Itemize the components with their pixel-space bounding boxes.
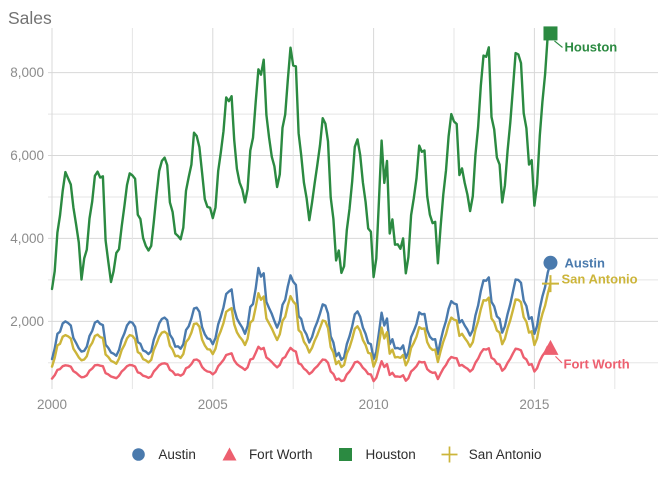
legend-label-san-antonio: San Antonio bbox=[468, 447, 542, 462]
austin-circle-marker-icon bbox=[132, 448, 146, 461]
series-line-houston[interactable] bbox=[50, 32, 552, 291]
end-label-fort-worth: Fort Worth bbox=[564, 356, 630, 371]
chart-title: Sales bbox=[8, 8, 52, 28]
y-tick-label: 8,000 bbox=[10, 65, 44, 80]
legend-item-fort-worth[interactable]: Fort Worth bbox=[221, 446, 313, 463]
end-label-austin: Austin bbox=[565, 255, 606, 270]
series-line-fort-worth[interactable] bbox=[50, 345, 552, 383]
legend-item-austin[interactable]: Austin bbox=[130, 446, 196, 463]
legend-label-austin: Austin bbox=[158, 447, 196, 462]
series-line-san-antonio[interactable] bbox=[50, 282, 552, 369]
end-marker-fort-worth[interactable] bbox=[542, 339, 559, 355]
x-tick-label: 2015 bbox=[519, 397, 549, 412]
end-marker-houston[interactable] bbox=[543, 26, 558, 41]
end-label-houston: Houston bbox=[565, 39, 618, 54]
leader-line-fort-worth bbox=[555, 355, 563, 364]
y-tick-label: 4,000 bbox=[10, 231, 44, 246]
series-line-austin[interactable] bbox=[50, 261, 552, 362]
san-antonio-plus-marker-icon bbox=[441, 446, 458, 463]
legend-item-san-antonio[interactable]: San Antonio bbox=[441, 446, 542, 463]
end-label-san-antonio: San Antonio bbox=[562, 272, 638, 287]
legend-label-fort-worth: Fort Worth bbox=[248, 447, 313, 462]
legend-label-houston: Houston bbox=[365, 447, 416, 462]
legend-item-houston[interactable]: Houston bbox=[337, 446, 416, 463]
x-tick-label: 2005 bbox=[198, 397, 228, 412]
end-marker-austin[interactable] bbox=[543, 255, 558, 270]
y-tick-label: 6,000 bbox=[10, 148, 44, 163]
x-tick-label: 2000 bbox=[37, 397, 67, 412]
leader-line-houston bbox=[554, 40, 563, 48]
houston-square-marker-icon bbox=[339, 448, 353, 461]
x-tick-label: 2010 bbox=[359, 397, 389, 412]
fort-worth-triangle-marker-icon bbox=[222, 447, 237, 461]
legend: Austin Fort Worth Houston San Antonio bbox=[0, 434, 672, 463]
plot-area: 2,000 4,000 6,000 8,000 2000 2005 2010 2015 Aust… bbox=[10, 26, 658, 412]
y-tick-label: 2,000 bbox=[10, 314, 44, 329]
